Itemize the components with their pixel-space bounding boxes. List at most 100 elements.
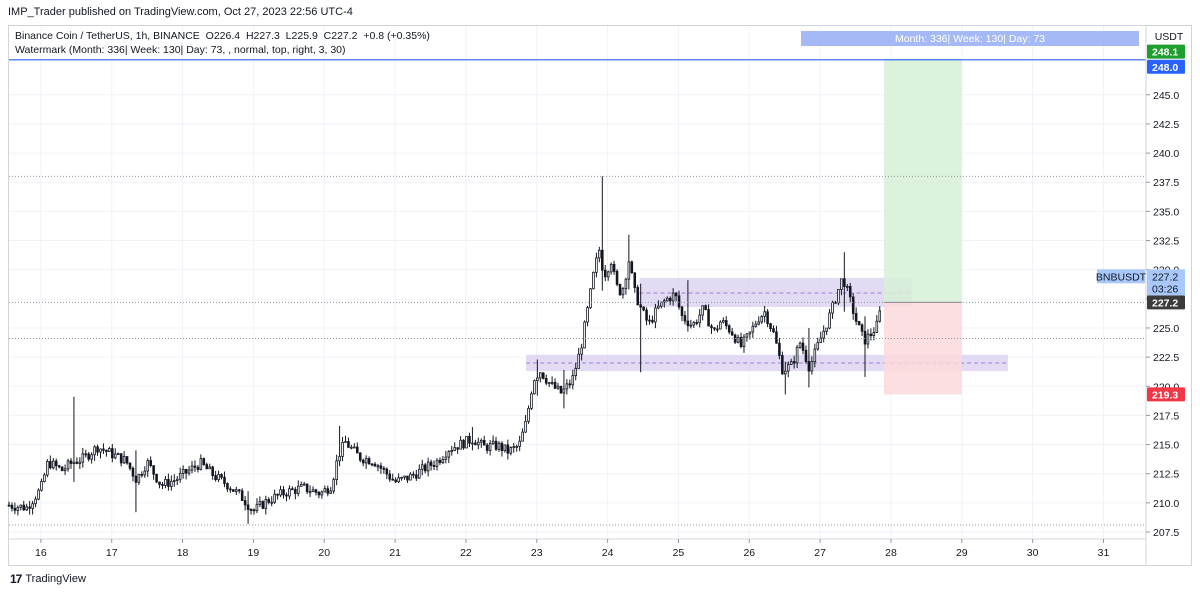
candle-body — [152, 465, 155, 475]
candle-body — [609, 263, 613, 273]
candle-body — [562, 388, 566, 394]
candle-body — [772, 328, 775, 333]
candle-body — [515, 445, 518, 448]
currency-label: USDT — [1155, 31, 1184, 43]
low-value: 225.9 — [291, 30, 318, 42]
candle-body — [22, 504, 26, 511]
symbol-tag-box — [1097, 269, 1145, 284]
candle-body — [775, 331, 778, 344]
candle-body — [161, 484, 164, 486]
candle-body — [13, 507, 17, 511]
candle-body — [128, 462, 132, 469]
candle-body — [840, 278, 843, 290]
candle-body — [314, 489, 318, 493]
candle-body — [736, 336, 740, 343]
open-label: O — [205, 30, 214, 42]
candle-body — [167, 479, 170, 487]
x-tick-label: 30 — [1027, 547, 1039, 559]
candle-body — [751, 325, 755, 333]
y-tick-label: 232.5 — [1153, 236, 1179, 248]
candle-body — [99, 448, 102, 453]
profit-zone — [883, 58, 962, 303]
x-tick-label: 19 — [248, 547, 260, 559]
candle-body — [305, 483, 309, 493]
candle-body — [170, 480, 173, 487]
candle-body — [435, 459, 439, 467]
candle-body — [837, 289, 840, 304]
candle-body — [574, 368, 578, 377]
candle-body — [698, 314, 701, 324]
zones — [526, 58, 1008, 395]
candle-body — [60, 466, 64, 472]
candle-body — [630, 261, 634, 274]
candle-body — [689, 324, 693, 327]
candle-body — [863, 330, 867, 345]
watermark-indicator-line: Watermark (Month: 336| Week: 130| Day: 7… — [15, 44, 346, 56]
watermark-box — [801, 31, 1139, 46]
candle-body — [618, 283, 622, 296]
candle-body — [544, 377, 548, 384]
candle-body — [763, 311, 766, 317]
candle-body — [205, 464, 209, 470]
candle-body — [801, 342, 805, 351]
candle-body — [140, 473, 144, 476]
candle-body — [807, 361, 811, 372]
candle-body — [598, 249, 601, 259]
candle-body — [373, 463, 377, 467]
candle-body — [488, 443, 492, 451]
candle-body — [778, 342, 781, 356]
candle-body — [848, 286, 852, 298]
x-tick-label: 16 — [35, 547, 47, 559]
candle-body — [474, 442, 477, 446]
open-value: 226.4 — [213, 30, 241, 42]
low-label: L — [285, 30, 292, 42]
candle-body — [722, 320, 725, 323]
candle-body — [831, 301, 834, 314]
candle-body — [75, 461, 79, 464]
y-tick-label: 225.0 — [1153, 323, 1179, 335]
candle-body — [37, 489, 40, 500]
candle-body — [229, 488, 232, 491]
candle-body — [273, 493, 276, 503]
candle-body — [465, 435, 468, 449]
candle-body — [57, 465, 61, 468]
candle-body — [302, 483, 306, 486]
candle-body — [580, 347, 583, 355]
candle-body — [19, 504, 23, 508]
price-tags: Month: 336| Week: 130| Day: 73 248.1 248.0… — [801, 31, 1185, 402]
candle-body — [158, 481, 161, 485]
candle-body — [105, 449, 108, 452]
candle-body — [16, 506, 20, 511]
candle-body — [553, 382, 557, 389]
candle-body — [878, 310, 882, 322]
high-label: H — [245, 30, 254, 42]
candle-body — [657, 305, 660, 309]
candle-body — [155, 473, 158, 483]
candle-body — [536, 377, 539, 382]
candle-body — [223, 476, 226, 484]
candle-body — [40, 481, 43, 491]
candle-body — [246, 504, 250, 510]
candle-body — [46, 461, 49, 476]
candle-body — [710, 325, 713, 329]
candle-body — [113, 453, 117, 459]
candle-body — [843, 278, 846, 287]
candle-body — [211, 466, 214, 477]
candle-body — [559, 385, 563, 394]
price-tag-box — [1147, 387, 1185, 402]
candle-body — [317, 491, 321, 496]
candle-body — [810, 361, 814, 372]
x-tick-label: 22 — [460, 547, 472, 559]
candle-body — [556, 385, 560, 389]
candle-body — [187, 469, 191, 474]
price-tag-label: 248.1 — [1152, 47, 1178, 59]
candle-body — [258, 501, 262, 505]
candle-body — [482, 439, 486, 446]
candle-body — [63, 468, 67, 472]
candle-body — [547, 382, 551, 385]
candle-body — [512, 446, 516, 448]
candle-body — [518, 440, 521, 447]
candle-body — [131, 467, 135, 477]
candle-body — [550, 382, 554, 384]
